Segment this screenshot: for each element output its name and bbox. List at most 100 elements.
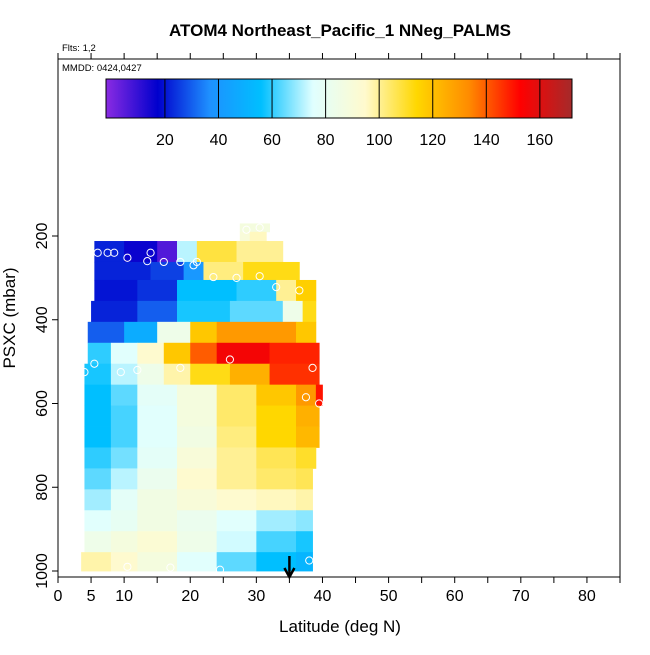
observation-point bbox=[192, 257, 201, 267]
heatmap-cell bbox=[256, 468, 297, 490]
heatmap-cell bbox=[216, 510, 257, 532]
heatmap-cell bbox=[81, 552, 112, 572]
y-tick-label: 1000 bbox=[34, 553, 51, 589]
heatmap-cell bbox=[216, 405, 257, 427]
colorbar: 20 40 60 80 100 120 140 160 bbox=[105, 78, 573, 149]
heatmap-cell bbox=[110, 405, 138, 427]
observation-point bbox=[242, 225, 251, 234]
observation-point bbox=[93, 248, 102, 257]
heatmap-cell bbox=[110, 384, 138, 406]
colorbar-tick-label: 140 bbox=[473, 132, 500, 149]
heatmap-cell bbox=[177, 426, 218, 448]
observation-point bbox=[123, 562, 132, 571]
heatmap-cell bbox=[87, 321, 125, 344]
x-tick-label: 5 bbox=[87, 588, 96, 605]
heatmap-cell bbox=[177, 531, 218, 553]
colorbar-tick-label: 80 bbox=[317, 132, 335, 149]
heatmap-cell bbox=[315, 384, 323, 406]
heatmap-cell bbox=[84, 384, 112, 406]
observation-point bbox=[110, 248, 119, 257]
observation-point bbox=[143, 257, 152, 266]
heatmap-cell bbox=[296, 531, 313, 553]
heatmap-cell bbox=[110, 426, 138, 448]
heatmap-cell bbox=[296, 426, 320, 448]
heatmap-cell bbox=[216, 531, 257, 553]
heatmap-cell bbox=[256, 510, 297, 532]
heatmap-cell bbox=[269, 363, 320, 386]
heatmap-cell bbox=[256, 552, 297, 572]
heatmap-cell bbox=[177, 300, 231, 323]
y-tick-label: 400 bbox=[34, 306, 51, 333]
colorbar-body bbox=[105, 78, 573, 119]
heatmap-cell bbox=[110, 489, 138, 511]
observation-point bbox=[116, 367, 125, 377]
heatmap-cell bbox=[84, 447, 112, 469]
heatmap-cell bbox=[124, 321, 158, 344]
heatmap-cell bbox=[256, 447, 297, 469]
heatmap-cell bbox=[296, 447, 317, 469]
heatmap-cell bbox=[110, 510, 138, 532]
y-tick-label: 600 bbox=[34, 390, 51, 417]
heatmap-cells bbox=[81, 223, 323, 572]
heatmap-cell bbox=[302, 300, 317, 323]
heatmap-cell bbox=[296, 279, 317, 302]
axes: 0 5 10 20 30 40 50 60 70 80 200 400 600 800 1000 bbox=[34, 53, 621, 605]
heatmap-cell bbox=[236, 241, 284, 263]
heatmap-cell bbox=[216, 342, 270, 365]
heatmap-cell bbox=[177, 468, 218, 490]
observation-point bbox=[301, 393, 311, 402]
observation-point bbox=[308, 363, 317, 373]
heatmap-cell bbox=[216, 489, 257, 511]
heatmap-cell bbox=[296, 510, 313, 532]
colorbar-tick-label: 160 bbox=[527, 132, 554, 149]
x-tick-label: 30 bbox=[247, 588, 265, 605]
y-tick-label: 800 bbox=[34, 474, 51, 501]
heatmap-cell bbox=[229, 300, 284, 323]
heatmap-cell bbox=[216, 447, 257, 469]
x-tick-label: 80 bbox=[578, 588, 596, 605]
heatmap-cell bbox=[137, 426, 178, 448]
heatmap-cell bbox=[137, 489, 178, 511]
observation-point bbox=[295, 286, 304, 295]
heatmap-cell bbox=[239, 223, 270, 233]
heatmap-cell bbox=[190, 321, 218, 344]
heatmap-cell bbox=[256, 489, 297, 511]
heatmap-cell bbox=[177, 384, 218, 406]
heatmap-cell bbox=[110, 363, 138, 386]
observation-point bbox=[80, 367, 89, 377]
heatmap-cell bbox=[269, 342, 320, 365]
observation-point bbox=[255, 223, 264, 232]
y-tick-label: 200 bbox=[34, 223, 51, 250]
heatmap-cell bbox=[94, 279, 138, 302]
heatmap-cell bbox=[177, 489, 218, 511]
observation-point bbox=[166, 563, 175, 572]
heatmap-cell bbox=[137, 384, 178, 406]
heatmap-cell bbox=[91, 300, 138, 323]
observation-point bbox=[176, 363, 185, 373]
observation-point bbox=[123, 253, 132, 262]
heatmap-cell bbox=[196, 241, 237, 263]
heatmap-cell bbox=[177, 552, 218, 572]
heatmap-cell bbox=[137, 300, 178, 323]
heatmap-cell bbox=[190, 363, 231, 386]
heatmap-cell bbox=[137, 363, 165, 386]
heatmap-cell bbox=[110, 468, 138, 490]
heatmap-cell bbox=[137, 531, 178, 553]
heatmap-cell bbox=[256, 384, 297, 406]
heatmap-cell bbox=[84, 426, 112, 448]
observation-point bbox=[103, 248, 112, 257]
heatmap-cell bbox=[110, 531, 138, 553]
heatmap-cell bbox=[256, 405, 297, 427]
observation-point bbox=[255, 272, 264, 281]
heatmap-cell bbox=[84, 468, 112, 490]
heatmap-cell bbox=[216, 321, 297, 344]
colorbar-tick-label: 120 bbox=[419, 132, 446, 149]
marker-head bbox=[283, 567, 296, 580]
heatmap-cell bbox=[296, 552, 313, 572]
heatmap-cell bbox=[137, 342, 165, 365]
heatmap-cell bbox=[157, 241, 178, 263]
observation-point bbox=[176, 257, 185, 267]
x-axis-label: Latitude (deg N) bbox=[279, 617, 401, 636]
heatmap-cell bbox=[229, 363, 270, 386]
